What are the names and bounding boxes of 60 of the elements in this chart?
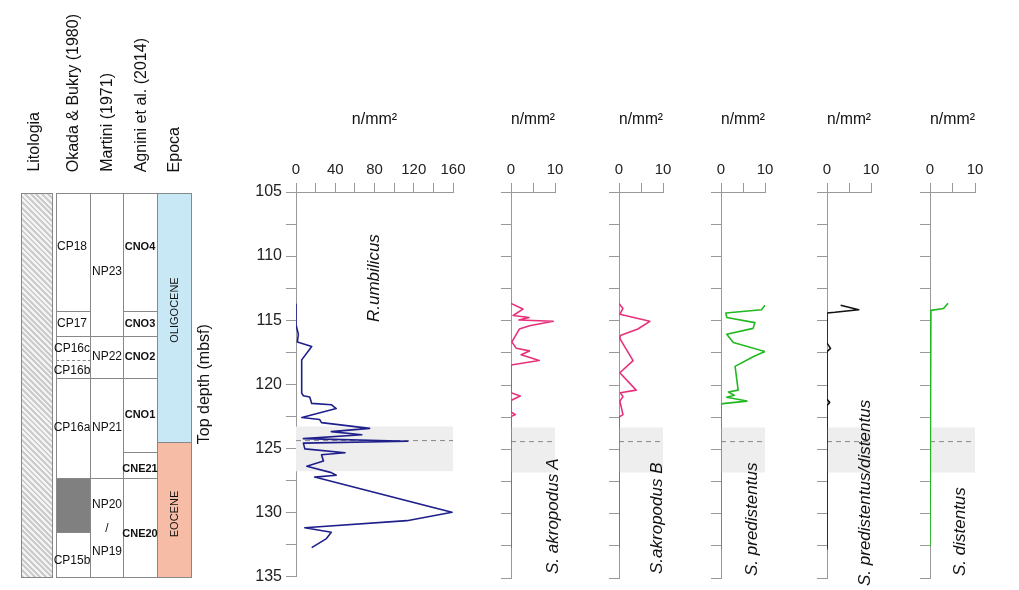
text: NP19 xyxy=(91,544,123,558)
x-tick-label: 10 xyxy=(966,160,984,178)
x-axis-title: n/mm² xyxy=(930,109,975,128)
y-axis-title: Top depth (mbsf) xyxy=(195,324,213,445)
text: Agnini et al. (2014) xyxy=(132,37,150,172)
text: CP16c xyxy=(53,341,91,355)
text: CP16b xyxy=(53,363,91,377)
x-axis-title: n/mm² xyxy=(511,109,555,128)
text: CNO3 xyxy=(124,317,156,329)
text: CP17 xyxy=(56,316,88,330)
x-axis-title: n/mm² xyxy=(351,110,398,128)
text: EOCENE xyxy=(168,490,180,538)
x-tick-label: 10 xyxy=(654,160,672,178)
text: NP21 xyxy=(91,420,123,434)
text: R.umbilicus xyxy=(363,233,383,322)
x-tick-label: 0 xyxy=(716,160,726,178)
y-tick-label: 135 xyxy=(255,566,283,584)
text: S. akropodus A xyxy=(542,458,562,574)
text: Martini (1971) xyxy=(98,73,116,172)
y-tick-label: 120 xyxy=(255,374,283,392)
text: Epoca xyxy=(165,126,183,172)
text: S. distentus xyxy=(949,486,969,576)
x-axis-title: n/mm² xyxy=(827,109,871,128)
text: CP16a xyxy=(53,420,91,434)
y-tick-label: 125 xyxy=(255,438,283,456)
x-tick-label: 80 xyxy=(366,160,383,178)
x-tick-label: 0 xyxy=(614,160,624,178)
x-tick-label: 120 xyxy=(401,160,427,178)
text: Okada & Bukry (1980) xyxy=(64,13,82,172)
x-tick-label: 10 xyxy=(546,160,564,178)
x-tick-label: 0 xyxy=(822,160,832,178)
x-tick-label: 10 xyxy=(862,160,880,178)
x-tick-label: 0 xyxy=(925,160,935,178)
text: S.akropodus B xyxy=(646,462,666,574)
y-tick-label: 130 xyxy=(255,502,283,520)
y-tick-label: 115 xyxy=(256,310,283,328)
text: CP15b xyxy=(53,553,91,567)
text: CNO4 xyxy=(124,240,156,252)
x-axis-title: n/mm² xyxy=(721,109,765,128)
x-tick-label: 0 xyxy=(506,160,516,178)
text: OLIGOCENE xyxy=(168,277,180,343)
text: NP20 xyxy=(91,497,123,511)
x-tick-label: 40 xyxy=(326,160,344,178)
text: CP18 xyxy=(56,239,88,253)
x-tick-label: 10 xyxy=(756,160,774,178)
y-tick-label: 110 xyxy=(256,246,283,264)
text: CNO2 xyxy=(124,350,156,362)
text: CNE20 xyxy=(122,527,158,539)
text: / xyxy=(105,521,109,535)
text: S. predistentus/distentus xyxy=(854,399,874,586)
text: S. predistentus xyxy=(741,462,761,576)
x-axis-title: n/mm² xyxy=(619,109,663,128)
text: CNE21 xyxy=(122,462,158,474)
y-tick-label: 105 xyxy=(255,182,283,200)
x-tick-label: 0 xyxy=(291,160,301,178)
text: NP23 xyxy=(91,264,123,278)
text: CNO1 xyxy=(124,408,156,420)
x-tick-label: 160 xyxy=(440,160,466,178)
text: NP22 xyxy=(91,349,123,363)
text: Litologia xyxy=(25,112,43,172)
